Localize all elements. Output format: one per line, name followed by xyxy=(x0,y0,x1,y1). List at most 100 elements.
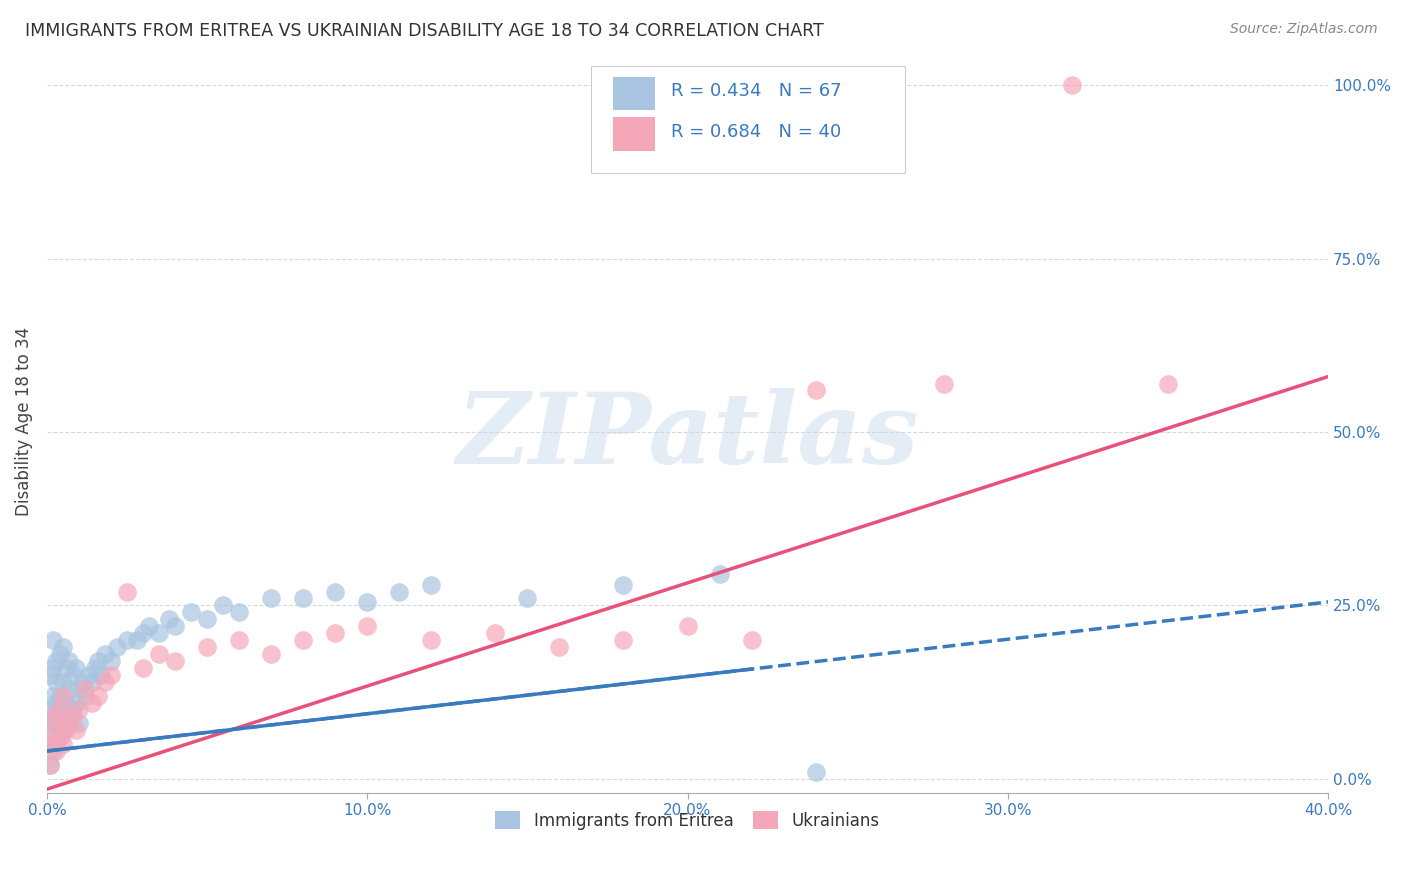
Point xyxy=(148,626,170,640)
Point xyxy=(45,674,67,689)
Point xyxy=(93,647,115,661)
Point xyxy=(90,667,112,681)
Point xyxy=(148,647,170,661)
Point xyxy=(356,619,378,633)
Point xyxy=(70,674,93,689)
Point xyxy=(80,696,103,710)
Point xyxy=(260,647,283,661)
Text: IMMIGRANTS FROM ERITREA VS UKRAINIAN DISABILITY AGE 18 TO 34 CORRELATION CHART: IMMIGRANTS FROM ERITREA VS UKRAINIAN DIS… xyxy=(25,22,824,40)
Point xyxy=(45,696,67,710)
Point xyxy=(484,626,506,640)
Text: Source: ZipAtlas.com: Source: ZipAtlas.com xyxy=(1230,22,1378,37)
Point xyxy=(39,758,62,772)
Point xyxy=(84,661,107,675)
Point xyxy=(55,696,77,710)
Point xyxy=(75,689,97,703)
Point xyxy=(163,619,186,633)
Point xyxy=(39,730,62,744)
Point xyxy=(42,709,65,723)
Text: R = 0.434   N = 67: R = 0.434 N = 67 xyxy=(671,82,841,101)
Point xyxy=(1060,78,1083,93)
Point xyxy=(132,661,155,675)
Point xyxy=(100,667,122,681)
Point xyxy=(42,689,65,703)
Point xyxy=(676,619,699,633)
Point xyxy=(132,626,155,640)
Point xyxy=(612,577,634,591)
Point xyxy=(55,661,77,675)
Point xyxy=(45,737,67,751)
Point xyxy=(420,577,443,591)
Point xyxy=(48,709,70,723)
Point xyxy=(39,667,62,681)
Point xyxy=(42,744,65,758)
Point xyxy=(48,730,70,744)
Point xyxy=(55,723,77,738)
Point xyxy=(67,681,90,696)
Point xyxy=(48,702,70,716)
Text: R = 0.684   N = 40: R = 0.684 N = 40 xyxy=(671,123,841,141)
Point xyxy=(52,689,75,703)
Point xyxy=(804,384,827,398)
Point xyxy=(55,716,77,731)
Point xyxy=(323,584,346,599)
Point xyxy=(388,584,411,599)
Point xyxy=(420,633,443,648)
Point xyxy=(260,591,283,606)
FancyBboxPatch shape xyxy=(613,77,655,110)
Point xyxy=(741,633,763,648)
Point xyxy=(612,633,634,648)
Point xyxy=(58,681,80,696)
Point xyxy=(42,661,65,675)
Point xyxy=(39,702,62,716)
Point xyxy=(138,619,160,633)
Point xyxy=(42,737,65,751)
Point xyxy=(52,640,75,654)
Point xyxy=(52,702,75,716)
Point xyxy=(52,674,75,689)
Point xyxy=(323,626,346,640)
Point xyxy=(58,716,80,731)
Point xyxy=(77,667,100,681)
Point xyxy=(157,612,180,626)
Point xyxy=(115,633,138,648)
Point xyxy=(52,723,75,738)
Point xyxy=(58,654,80,668)
Point xyxy=(48,647,70,661)
Point xyxy=(804,764,827,779)
Point xyxy=(48,689,70,703)
Point xyxy=(39,716,62,731)
FancyBboxPatch shape xyxy=(592,65,905,173)
Point xyxy=(87,689,110,703)
Point xyxy=(42,633,65,648)
Point xyxy=(516,591,538,606)
Point xyxy=(180,606,202,620)
FancyBboxPatch shape xyxy=(613,118,655,151)
Point xyxy=(932,376,955,391)
Point xyxy=(62,702,84,716)
Point xyxy=(80,674,103,689)
Point xyxy=(45,744,67,758)
Point xyxy=(65,696,87,710)
Text: ZIPatlas: ZIPatlas xyxy=(457,388,918,484)
Point xyxy=(67,702,90,716)
Point xyxy=(42,723,65,738)
Point xyxy=(58,709,80,723)
Point xyxy=(212,599,235,613)
Point xyxy=(125,633,148,648)
Point xyxy=(65,661,87,675)
Point xyxy=(42,709,65,723)
Point xyxy=(48,730,70,744)
Point xyxy=(87,654,110,668)
Point xyxy=(62,667,84,681)
Point xyxy=(45,654,67,668)
Point xyxy=(93,674,115,689)
Point xyxy=(163,654,186,668)
Point xyxy=(39,737,62,751)
Point xyxy=(52,737,75,751)
Y-axis label: Disability Age 18 to 34: Disability Age 18 to 34 xyxy=(15,327,32,516)
Legend: Immigrants from Eritrea, Ukrainians: Immigrants from Eritrea, Ukrainians xyxy=(488,805,886,837)
Point xyxy=(356,595,378,609)
Point xyxy=(65,723,87,738)
Point xyxy=(45,716,67,731)
